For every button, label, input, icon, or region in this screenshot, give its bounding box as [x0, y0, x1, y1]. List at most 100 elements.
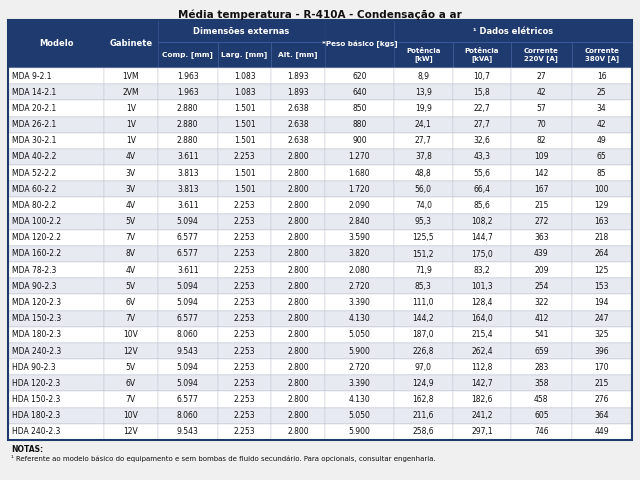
Bar	[511, 149, 572, 165]
Text: 144,2: 144,2	[413, 314, 434, 323]
Text: 2.253: 2.253	[234, 250, 255, 259]
Bar	[8, 359, 632, 375]
Text: 4.130: 4.130	[348, 314, 370, 323]
Bar	[572, 197, 632, 214]
Bar	[218, 132, 271, 149]
Bar	[271, 278, 324, 294]
Text: 215: 215	[595, 379, 609, 388]
Text: 258,6: 258,6	[413, 427, 434, 436]
Text: 2.253: 2.253	[234, 265, 255, 275]
Text: 2.253: 2.253	[234, 298, 255, 307]
Text: 5V: 5V	[126, 217, 136, 226]
Text: 167: 167	[534, 185, 548, 194]
Text: 1V: 1V	[126, 136, 136, 145]
Text: 2.800: 2.800	[287, 363, 308, 372]
Text: 1.083: 1.083	[234, 88, 255, 97]
Bar	[104, 359, 157, 375]
Bar	[157, 278, 218, 294]
Bar	[8, 68, 104, 84]
Bar	[511, 165, 572, 181]
Text: 297,1: 297,1	[471, 427, 493, 436]
Bar	[104, 20, 157, 68]
Bar	[394, 424, 452, 440]
Text: HDA 240-2.3: HDA 240-2.3	[12, 427, 60, 436]
Bar	[157, 117, 218, 132]
Text: MDA 180-2.3: MDA 180-2.3	[12, 330, 61, 339]
Text: MDA 240-2.3: MDA 240-2.3	[12, 347, 61, 356]
Bar	[8, 230, 632, 246]
Text: 2.638: 2.638	[287, 104, 308, 113]
Bar	[271, 181, 324, 197]
Text: Corrente
380V [A]: Corrente 380V [A]	[584, 48, 620, 62]
Bar	[394, 375, 452, 392]
Bar	[8, 408, 104, 424]
Text: 1V: 1V	[126, 104, 136, 113]
Bar	[8, 100, 632, 117]
Bar	[511, 84, 572, 100]
Text: 900: 900	[352, 136, 367, 145]
Bar	[452, 294, 511, 311]
Bar	[271, 84, 324, 100]
Bar	[8, 375, 104, 392]
Bar	[271, 246, 324, 262]
Bar	[452, 375, 511, 392]
Bar	[8, 181, 632, 197]
Text: 396: 396	[595, 347, 609, 356]
Bar	[104, 246, 157, 262]
Bar	[511, 42, 572, 68]
Text: 1.501: 1.501	[234, 120, 255, 129]
Bar	[157, 424, 218, 440]
Text: 142: 142	[534, 168, 548, 178]
Text: 640: 640	[352, 88, 367, 97]
Bar	[157, 359, 218, 375]
Text: 2.880: 2.880	[177, 136, 198, 145]
Text: 8.060: 8.060	[177, 330, 198, 339]
Bar	[572, 424, 632, 440]
Text: 163: 163	[595, 217, 609, 226]
Bar	[511, 117, 572, 132]
Text: 880: 880	[352, 120, 367, 129]
Text: Modelo: Modelo	[39, 39, 74, 48]
Bar	[157, 375, 218, 392]
Text: Corrente
220V [A]: Corrente 220V [A]	[524, 48, 559, 62]
Bar	[157, 149, 218, 165]
Bar	[157, 132, 218, 149]
Bar	[218, 100, 271, 117]
Text: 151,2: 151,2	[413, 250, 434, 259]
Text: 100: 100	[595, 185, 609, 194]
Text: 2.253: 2.253	[234, 217, 255, 226]
Text: 142,7: 142,7	[471, 379, 493, 388]
Bar	[271, 311, 324, 327]
Text: 83,2: 83,2	[474, 265, 490, 275]
Bar	[8, 100, 104, 117]
Bar	[394, 343, 452, 359]
Bar	[271, 294, 324, 311]
Bar	[324, 84, 394, 100]
Text: 5V: 5V	[126, 282, 136, 291]
Text: 6V: 6V	[126, 298, 136, 307]
Bar	[157, 262, 218, 278]
Bar	[394, 278, 452, 294]
Bar	[271, 408, 324, 424]
Text: 2.720: 2.720	[349, 363, 370, 372]
Bar	[8, 262, 632, 278]
Bar	[511, 408, 572, 424]
Text: 4V: 4V	[126, 265, 136, 275]
Bar	[572, 392, 632, 408]
Bar	[8, 214, 632, 230]
Text: MDA 40-2.2: MDA 40-2.2	[12, 153, 56, 161]
Text: 1.501: 1.501	[234, 104, 255, 113]
Text: 2.800: 2.800	[287, 217, 308, 226]
Bar	[104, 327, 157, 343]
Bar	[511, 294, 572, 311]
Bar	[324, 294, 394, 311]
Text: 85,6: 85,6	[474, 201, 490, 210]
Bar	[218, 84, 271, 100]
Bar	[271, 392, 324, 408]
Bar	[394, 132, 452, 149]
Bar	[394, 311, 452, 327]
Bar	[8, 375, 632, 392]
Text: 112,8: 112,8	[471, 363, 493, 372]
Bar	[394, 230, 452, 246]
Text: 439: 439	[534, 250, 548, 259]
